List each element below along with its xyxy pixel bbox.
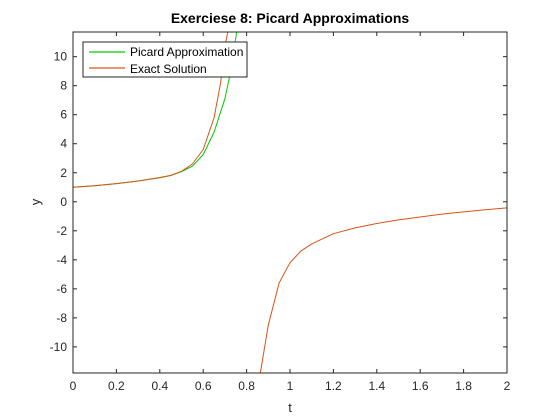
x-tick-label: 1.4 [368, 379, 385, 393]
x-tick-label: 0.6 [195, 379, 212, 393]
x-tick-label: 1.8 [455, 379, 472, 393]
y-tick-label: 8 [60, 79, 67, 93]
exact-solution-line-segment-1 [73, 32, 229, 188]
y-tick-label: 6 [60, 108, 67, 122]
legend-box [82, 41, 248, 78]
y-tick-label: 10 [54, 50, 68, 64]
legend-label-exact: Exact Solution [130, 62, 207, 76]
y-tick-label: 2 [60, 166, 67, 180]
x-tick-label: 0.8 [238, 379, 255, 393]
x-tick-label: 0.4 [151, 379, 168, 393]
exact-solution-line-segment-2 [259, 207, 507, 373]
chart-title: Exerciese 8: Picard Approximations [171, 10, 410, 26]
y-tick-label: -4 [56, 253, 67, 267]
x-tick-label: 2 [504, 379, 511, 393]
y-axis-label: y [28, 198, 43, 205]
x-tick-label: 1.6 [412, 379, 429, 393]
plot-area [73, 32, 507, 373]
y-tick-label: 0 [60, 195, 67, 209]
y-tick-label: -8 [56, 311, 67, 325]
x-axis-label: t [288, 400, 292, 415]
legend: Picard Approximation Exact Solution [82, 41, 248, 78]
y-tick-label: 4 [60, 137, 67, 151]
x-tick-label: 1 [287, 379, 294, 393]
x-tick-label: 0 [70, 379, 77, 393]
x-tick-label: 0.2 [108, 379, 125, 393]
y-tick-label: -6 [56, 282, 67, 296]
x-tick-label: 1.2 [325, 379, 342, 393]
y-tick-label: -10 [50, 340, 68, 354]
ticks-layer: 0 0.2 0.4 0.6 0.8 1 1.2 1.4 1.6 1.8 2 -10 -8 -6 -4 -2 0 2… [50, 32, 511, 393]
y-tick-label: -2 [56, 224, 67, 238]
plot-border [72, 31, 508, 374]
legend-label-picard: Picard Approximation [130, 45, 243, 59]
series-layer [73, 32, 507, 373]
